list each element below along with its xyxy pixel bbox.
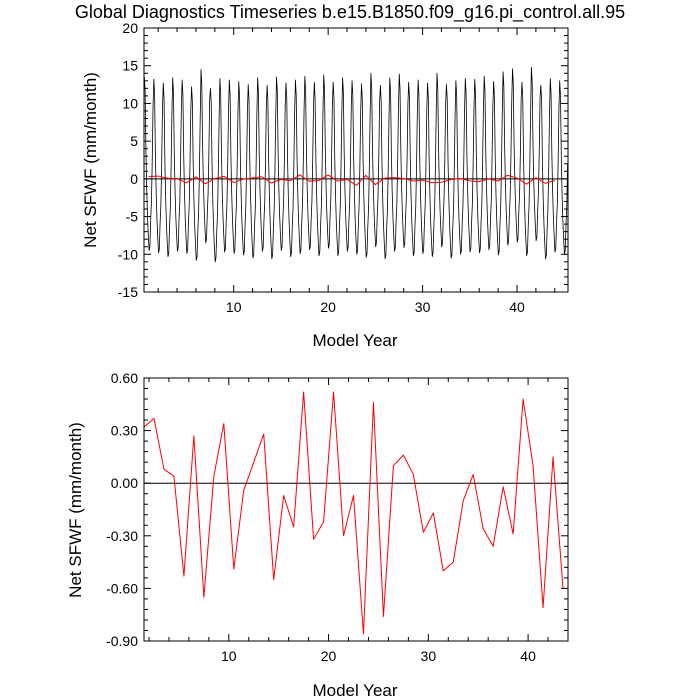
top-ytick-label: 0 — [130, 171, 138, 187]
bottom-panel: Model Year Net SFWF (mm/month) -0.90 -0.6… — [66, 370, 569, 700]
top-y-axis-title: Net SFWF (mm/month) — [81, 72, 100, 248]
bottom-xtick-label: 30 — [421, 648, 437, 664]
top-x-axis-title: Model Year — [312, 331, 397, 350]
top-ytick-label: 10 — [122, 95, 138, 111]
bottom-ytick-label: 0.30 — [111, 423, 138, 439]
bottom-ytick-label: 0.00 — [111, 475, 138, 491]
top-panel: Model Year Net SFWF (mm/month) -15 -10 -5 0… — [81, 20, 569, 350]
bottom-ytick-label: -0.30 — [106, 528, 138, 544]
bottom-xtick-label: 40 — [520, 648, 536, 664]
top-ytick-label: -10 — [118, 246, 138, 262]
bottom-ytick-label: -0.90 — [106, 633, 138, 649]
top-xtick-label: 10 — [226, 299, 242, 315]
top-xtick-label: 40 — [509, 299, 525, 315]
top-ytick-label: 5 — [130, 133, 138, 149]
bottom-xtick-label: 10 — [221, 648, 237, 664]
bottom-y-axis-title: Net SFWF (mm/month) — [66, 422, 85, 598]
bottom-series-annual-mean — [143, 391, 564, 635]
top-ytick-label: -5 — [126, 209, 139, 225]
top-series-monthly — [143, 66, 568, 263]
figure-title: Global Diagnostics Timeseries b.e15.B185… — [75, 2, 625, 23]
bottom-ytick-label: 0.60 — [111, 370, 138, 386]
top-series-annual-mean — [148, 174, 555, 186]
top-xtick-label: 20 — [320, 299, 336, 315]
top-marks: -15 -10 -5 0 5 10 15 20 10 20 30 40 — [118, 20, 569, 315]
top-xtick-label: 30 — [415, 299, 431, 315]
top-frame — [143, 27, 569, 293]
bottom-xtick-label: 20 — [321, 648, 337, 664]
bottom-marks: -0.90 -0.60 -0.30 0.00 0.30 0.60 10 20 30 40 — [106, 370, 569, 664]
bottom-x-axis-title: Model Year — [312, 681, 397, 700]
bottom-frame — [143, 377, 569, 642]
top-ytick-label: 15 — [122, 58, 138, 74]
top-ytick-label: 20 — [122, 20, 138, 36]
bottom-ytick-label: -0.60 — [106, 580, 138, 596]
top-ytick-label: -15 — [118, 284, 138, 300]
